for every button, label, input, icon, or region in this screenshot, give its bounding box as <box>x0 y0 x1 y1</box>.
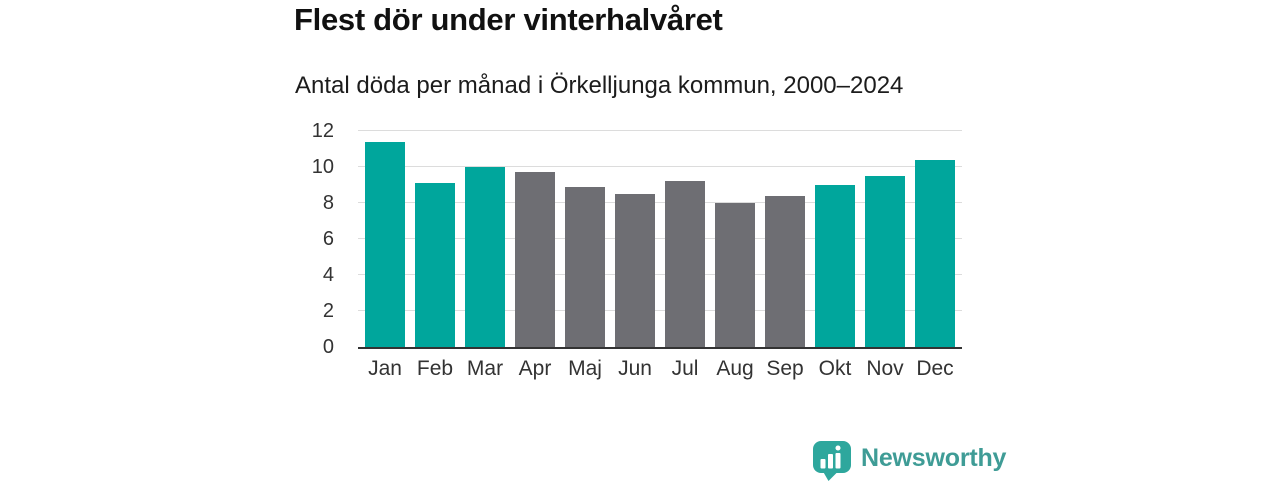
newsworthy-branding: Newsworthy <box>812 440 1006 482</box>
x-tick-nov: Nov <box>866 357 904 380</box>
x-tick-apr: Apr <box>518 357 552 380</box>
x-tick-aug: Aug <box>716 357 754 380</box>
gridline-8 <box>358 202 962 203</box>
x-tick-mar: Mar <box>466 357 504 380</box>
gridline-2 <box>358 310 962 311</box>
plot-area <box>358 130 962 349</box>
x-tick-dec: Dec <box>916 357 954 380</box>
y-tick-4: 4 <box>322 264 334 286</box>
gridline-4 <box>358 274 962 275</box>
bar-okt <box>815 185 855 347</box>
bar-jul <box>665 181 705 347</box>
y-tick-2: 2 <box>322 300 334 322</box>
gridline-12 <box>358 130 962 131</box>
bar-jun <box>615 194 655 347</box>
bar-aug <box>715 203 755 347</box>
bar-dec <box>915 159 955 347</box>
bar-series <box>358 131 962 347</box>
x-tick-sep: Sep <box>766 357 804 380</box>
y-tick-12: 12 <box>311 120 334 142</box>
newsworthy-wordmark: Newsworthy <box>861 444 1007 472</box>
chart-subtitle: Antal döda per månad i Örkelljunga kommu… <box>295 72 904 99</box>
bar-feb <box>415 183 455 347</box>
y-axis-labels: 0 2 4 6 8 10 12 <box>286 120 346 358</box>
bar-apr <box>515 172 555 347</box>
x-tick-jul: Jul <box>671 357 699 380</box>
gridline-6 <box>358 238 962 239</box>
x-tick-okt: Okt <box>818 357 852 380</box>
y-tick-6: 6 <box>322 228 334 250</box>
y-tick-10: 10 <box>311 156 334 178</box>
bar-jan <box>365 141 405 347</box>
x-tick-feb: Feb <box>416 357 454 380</box>
y-tick-0: 0 <box>322 336 334 358</box>
page-title: Flest dör under vinterhalvåret <box>294 2 723 37</box>
bar-nov <box>865 176 905 347</box>
bar-sep <box>765 195 805 347</box>
y-tick-8: 8 <box>322 192 334 214</box>
x-tick-jan: Jan <box>368 357 402 380</box>
gridline-10 <box>358 166 962 167</box>
x-axis-labels: Jan Feb Mar Apr Maj Jun Jul Aug Sep Okt Nov Dec <box>358 356 962 382</box>
newsworthy-logo-icon <box>813 441 851 481</box>
x-tick-maj: Maj <box>568 357 602 380</box>
bar-maj <box>565 186 605 347</box>
bar-mar <box>465 167 505 347</box>
x-tick-jun: Jun <box>618 357 652 380</box>
